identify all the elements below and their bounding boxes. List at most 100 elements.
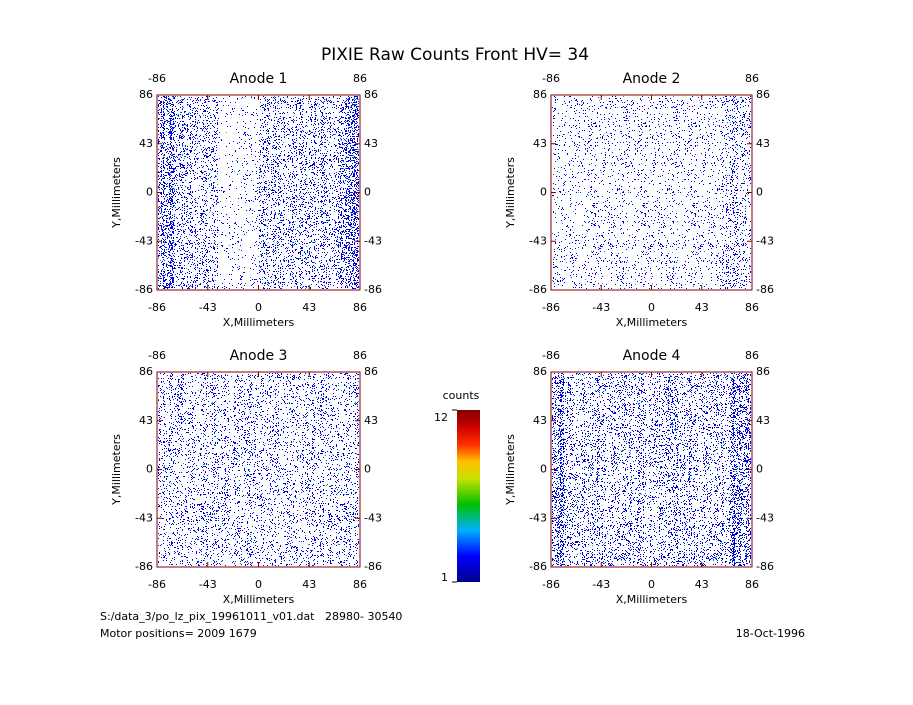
x-tick-label: -86 (148, 301, 166, 314)
x-tick-label: 43 (302, 301, 316, 314)
y-tick-label: -86 (135, 283, 153, 296)
y-tick-label: 43 (139, 414, 153, 427)
y-tick-label: 0 (146, 186, 153, 199)
y-tick-label: -43 (529, 234, 547, 247)
x-tick-label: 0 (255, 578, 262, 591)
panel-title: Anode 4 (623, 348, 681, 364)
x-top-tick-label: 86 (353, 349, 367, 362)
y-axis-label: Y,Millimeters (504, 434, 517, 506)
y-tick-label: 0 (540, 186, 547, 199)
x-tick-label: -86 (542, 301, 560, 314)
y-right-tick-label: -86 (364, 560, 382, 573)
colorbar (457, 410, 480, 582)
colorbar-tick-label: 12 (434, 411, 448, 424)
x-tick-label: 86 (745, 578, 759, 591)
y-tick-label: 43 (139, 137, 153, 150)
x-tick-label: 0 (648, 578, 655, 591)
x-axis-label: X,Millimeters (223, 316, 295, 329)
speckle (552, 373, 750, 564)
y-tick-label: -86 (529, 560, 547, 573)
panel-title: Anode 2 (623, 71, 681, 87)
speckle (158, 373, 359, 566)
x-tick-label: 43 (695, 301, 709, 314)
y-axis-label: Y,Millimeters (110, 434, 123, 506)
x-tick-label: -86 (542, 578, 560, 591)
x-tick-label: -86 (148, 578, 166, 591)
y-tick-label: 43 (533, 137, 547, 150)
y-right-tick-label: -43 (364, 511, 382, 524)
y-tick-label: 43 (533, 414, 547, 427)
x-tick-label: -43 (592, 578, 610, 591)
speckle (552, 96, 751, 289)
y-right-tick-label: -43 (756, 234, 774, 247)
x-axis-label: X,Millimeters (223, 593, 295, 606)
x-top-tick-label: -86 (148, 349, 166, 362)
x-axis-label: X,Millimeters (616, 316, 688, 329)
y-tick-label: -86 (529, 283, 547, 296)
y-right-tick-label: -43 (756, 511, 774, 524)
x-tick-label: -43 (592, 301, 610, 314)
y-right-tick-label: -86 (756, 283, 774, 296)
x-top-tick-label: 86 (745, 72, 759, 85)
speckle (158, 96, 359, 287)
x-tick-label: 86 (353, 301, 367, 314)
panel-title: Anode 1 (230, 71, 288, 87)
y-right-tick-label: 0 (756, 186, 763, 199)
speckle (552, 373, 751, 566)
x-top-tick-label: 86 (745, 349, 759, 362)
speckle (159, 96, 358, 289)
file-note: S:/data_3/po_lz_pix_19961011_v01.dat 289… (100, 610, 402, 623)
y-right-tick-label: 0 (756, 463, 763, 476)
x-top-tick-label: -86 (148, 72, 166, 85)
y-tick-label: 86 (139, 88, 153, 101)
y-right-tick-label: 86 (364, 365, 378, 378)
y-right-tick-label: 86 (756, 365, 770, 378)
y-tick-label: 86 (139, 365, 153, 378)
y-axis-label: Y,Millimeters (504, 157, 517, 229)
y-right-tick-label: 86 (756, 88, 770, 101)
y-right-tick-label: -86 (756, 560, 774, 573)
x-tick-label: 43 (695, 578, 709, 591)
y-right-tick-label: 86 (364, 88, 378, 101)
y-tick-label: 86 (533, 88, 547, 101)
y-tick-label: -86 (135, 560, 153, 573)
speckle (158, 96, 359, 289)
y-right-tick-label: 0 (364, 186, 371, 199)
y-tick-label: 0 (540, 463, 547, 476)
x-tick-label: 86 (353, 578, 367, 591)
speckle (552, 96, 751, 287)
date: 18-Oct-1996 (736, 627, 805, 640)
y-tick-label: 0 (146, 463, 153, 476)
y-right-tick-label: -86 (364, 283, 382, 296)
y-right-tick-label: 0 (364, 463, 371, 476)
x-tick-label: 0 (255, 301, 262, 314)
y-right-tick-label: 43 (364, 414, 378, 427)
y-right-tick-label: 43 (756, 414, 770, 427)
speckle (552, 373, 751, 566)
y-axis-label: Y,Millimeters (110, 157, 123, 229)
x-top-tick-label: -86 (542, 349, 560, 362)
y-tick-label: -43 (135, 511, 153, 524)
colorbar-tick-label: 1 (441, 571, 448, 584)
y-right-tick-label: 43 (364, 137, 378, 150)
x-top-tick-label: 86 (353, 72, 367, 85)
y-right-tick-label: -43 (364, 234, 382, 247)
x-top-tick-label: -86 (542, 72, 560, 85)
speckle (164, 375, 358, 563)
x-tick-label: -43 (199, 301, 217, 314)
colorbar-label: counts (443, 389, 480, 402)
y-tick-label: -43 (529, 511, 547, 524)
x-tick-label: 0 (648, 301, 655, 314)
x-tick-label: -43 (199, 578, 217, 591)
y-tick-label: 86 (533, 365, 547, 378)
y-tick-label: -43 (135, 234, 153, 247)
x-tick-label: 86 (745, 301, 759, 314)
figure-title: PIXIE Raw Counts Front HV= 34 (321, 45, 589, 65)
x-tick-label: 43 (302, 578, 316, 591)
panel-title: Anode 3 (230, 348, 288, 364)
x-axis-label: X,Millimeters (616, 593, 688, 606)
motor-note: Motor positions= 2009 1679 (100, 627, 257, 640)
y-right-tick-label: 43 (756, 137, 770, 150)
speckle (158, 96, 359, 289)
